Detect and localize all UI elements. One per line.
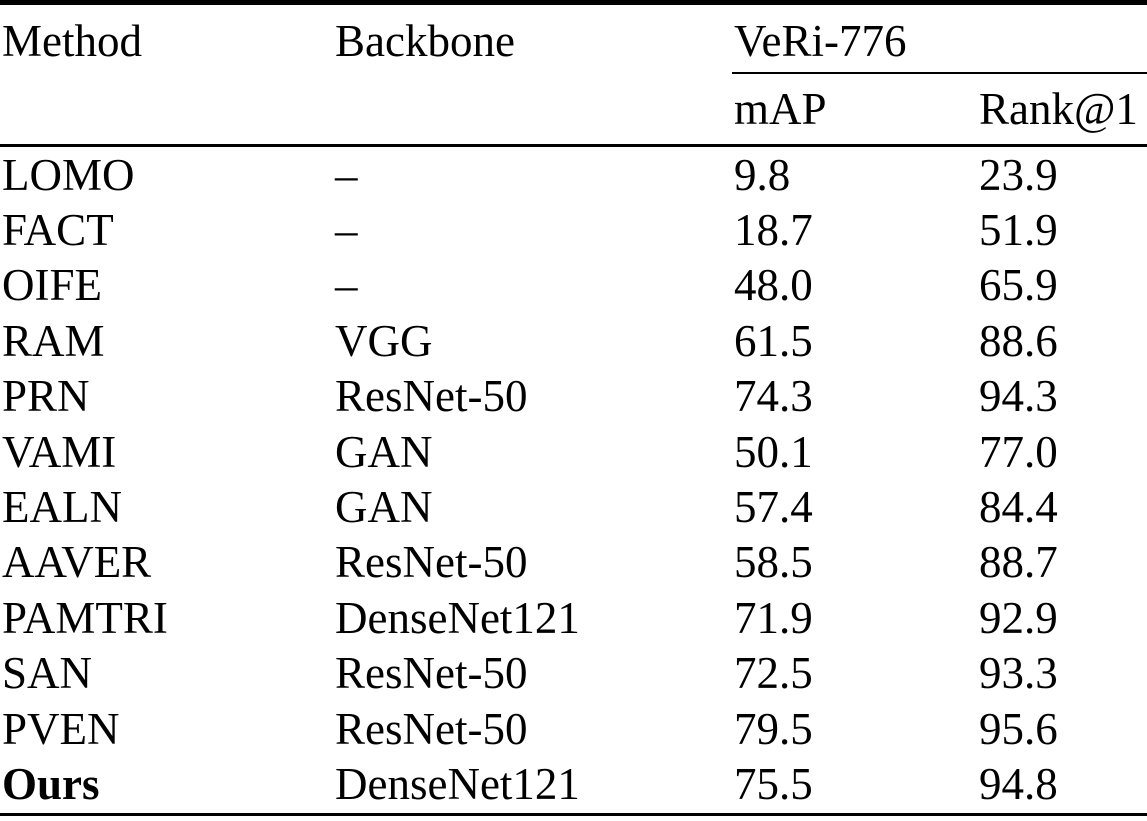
rank1-cell: 88.6 <box>979 315 1058 366</box>
backbone-cell: GAN <box>335 482 433 533</box>
rank1-cell: 94.8 <box>979 758 1058 809</box>
table-row: OIFE – 48.0 65.9 <box>0 258 1147 313</box>
table-row: VAMI GAN 50.1 77.0 <box>0 424 1147 479</box>
backbone-cell: – <box>335 205 358 256</box>
table-row: FACT – 18.7 51.9 <box>0 202 1147 257</box>
table-header-row-2: mAP Rank@1 <box>0 74 1147 144</box>
rank1-cell: 92.9 <box>979 592 1058 643</box>
table-header-row-1: Method Backbone VeRi-776 <box>0 5 1147 72</box>
backbone-cell: – <box>335 260 358 311</box>
table-row: PRN ResNet-50 74.3 94.3 <box>0 369 1147 424</box>
table-row: RAM VGG 61.5 88.6 <box>0 313 1147 368</box>
backbone-cell: VGG <box>335 315 433 366</box>
method-cell: FACT <box>2 205 114 256</box>
table-top-rule <box>0 0 1147 5</box>
method-cell: VAMI <box>2 426 117 477</box>
map-cell: 71.9 <box>734 592 813 643</box>
method-cell: PRN <box>2 371 90 422</box>
group-header-underline-row <box>0 72 1147 74</box>
method-cell: PVEN <box>2 703 120 754</box>
column-header-backbone: Backbone <box>335 15 515 66</box>
table-bottom-rule <box>0 812 1147 816</box>
backbone-cell: ResNet-50 <box>335 371 528 422</box>
table-row: SAN ResNet-50 72.5 93.3 <box>0 646 1147 701</box>
empty-header-cell <box>333 74 732 144</box>
method-cell: OIFE <box>2 260 102 311</box>
table-row: EALN GAN 57.4 84.4 <box>0 479 1147 534</box>
map-cell: 57.4 <box>734 482 813 533</box>
backbone-cell: ResNet-50 <box>335 703 528 754</box>
map-cell: 48.0 <box>734 260 813 311</box>
method-cell: LOMO <box>2 149 135 200</box>
table-body: LOMO – 9.8 23.9 FACT – 18.7 51.9 OIFE – … <box>0 147 1147 812</box>
map-cell: 50.1 <box>734 426 813 477</box>
rank1-cell: 51.9 <box>979 205 1058 256</box>
map-cell: 61.5 <box>734 315 813 366</box>
backbone-cell: ResNet-50 <box>335 537 528 588</box>
sub-column-header-map: mAP <box>734 84 827 134</box>
rank1-cell: 77.0 <box>979 426 1058 477</box>
method-cell: Ours <box>2 758 100 809</box>
header-separator-rule <box>0 144 1147 147</box>
map-cell: 18.7 <box>734 205 813 256</box>
method-cell: RAM <box>2 315 105 366</box>
veri776-underline-rule <box>732 72 1147 74</box>
column-group-header-veri776: VeRi-776 <box>734 15 907 66</box>
method-cell: SAN <box>2 648 93 699</box>
backbone-cell: ResNet-50 <box>335 648 528 699</box>
rank1-cell: 84.4 <box>979 482 1058 533</box>
backbone-cell: DenseNet121 <box>335 758 580 809</box>
backbone-cell: – <box>335 149 358 200</box>
table-row: PVEN ResNet-50 79.5 95.6 <box>0 701 1147 756</box>
method-cell: PAMTRI <box>2 592 168 643</box>
map-cell: 79.5 <box>734 703 813 754</box>
table-row: AAVER ResNet-50 58.5 88.7 <box>0 535 1147 590</box>
rank1-cell: 23.9 <box>979 149 1058 200</box>
rank1-cell: 93.3 <box>979 648 1058 699</box>
table-row: PAMTRI DenseNet121 71.9 92.9 <box>0 590 1147 645</box>
backbone-cell: GAN <box>335 426 433 477</box>
map-cell: 75.5 <box>734 758 813 809</box>
column-header-method: Method <box>2 15 142 66</box>
map-cell: 58.5 <box>734 537 813 588</box>
table-row: Ours DenseNet121 75.5 94.8 <box>0 756 1147 811</box>
rank1-cell: 94.3 <box>979 371 1058 422</box>
map-cell: 72.5 <box>734 648 813 699</box>
rank1-cell: 88.7 <box>979 537 1058 588</box>
method-cell: EALN <box>2 482 122 533</box>
map-cell: 9.8 <box>734 149 791 200</box>
empty-header-cell <box>0 74 333 144</box>
backbone-cell: DenseNet121 <box>335 592 580 643</box>
rank1-cell: 65.9 <box>979 260 1058 311</box>
method-cell: AAVER <box>2 537 152 588</box>
rank1-cell: 95.6 <box>979 703 1058 754</box>
table-row: LOMO – 9.8 23.9 <box>0 147 1147 202</box>
map-cell: 74.3 <box>734 371 813 422</box>
sub-column-header-rank1: Rank@1 <box>979 84 1138 134</box>
